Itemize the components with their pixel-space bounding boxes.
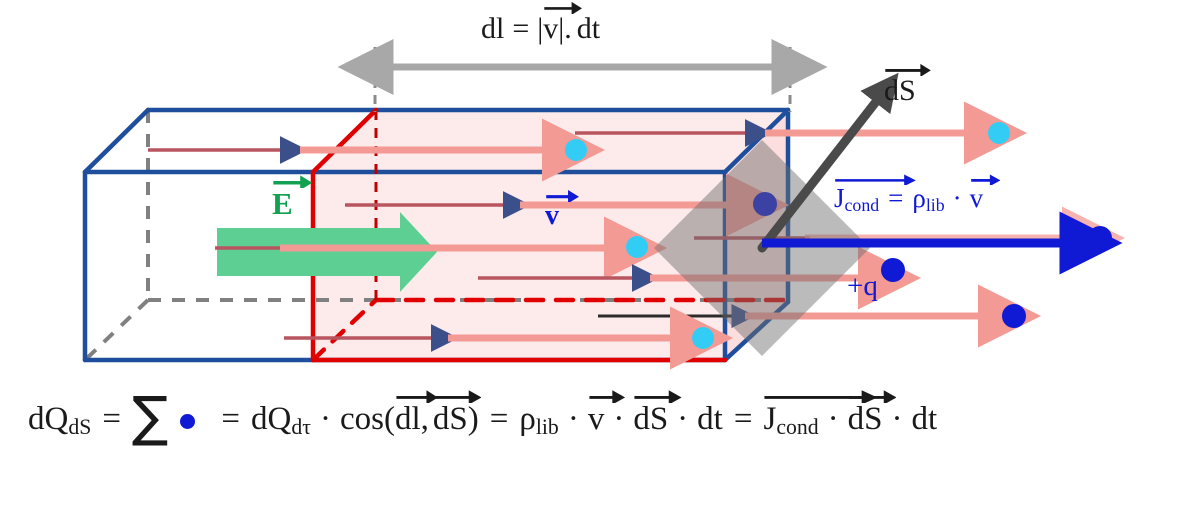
vector-arrow-icon bbox=[634, 390, 682, 403]
j-equals: = bbox=[888, 183, 904, 213]
dl-dot: . bbox=[564, 12, 572, 45]
vector-arrow-icon bbox=[970, 174, 1001, 185]
eq-j: J bbox=[763, 401, 777, 437]
vector-arrow-icon bbox=[589, 390, 625, 403]
velocity-label: v bbox=[545, 190, 579, 231]
eq-dS3: dS bbox=[847, 401, 883, 437]
j-base: J bbox=[834, 183, 845, 213]
eq-dQ: dQ bbox=[28, 401, 69, 437]
eq-cdot-1: · bbox=[319, 401, 331, 437]
dl-v: v bbox=[543, 12, 559, 45]
e-field-label: E bbox=[272, 175, 313, 221]
eq-j-sub: cond bbox=[776, 414, 819, 439]
vector-arrow-icon bbox=[546, 190, 579, 202]
charge-dot-icon bbox=[180, 413, 196, 429]
ds-base: dS bbox=[884, 74, 916, 107]
dl-lhs: dl bbox=[481, 12, 505, 45]
charge-label: +q bbox=[847, 270, 878, 302]
eq-equals-1: = bbox=[102, 401, 121, 437]
vector-arrow-icon bbox=[544, 2, 583, 14]
eq-cdot-2: · bbox=[567, 401, 579, 437]
j-cdot: · bbox=[952, 183, 962, 213]
eq-equals-4: = bbox=[733, 401, 753, 437]
eq-dS-vector-2: dS bbox=[633, 390, 682, 437]
eq-comma: , bbox=[420, 401, 429, 437]
dl-equals: = bbox=[512, 12, 530, 45]
e-base: E bbox=[272, 186, 293, 221]
eq-dS-vector-1: dS bbox=[432, 390, 482, 437]
eq-cdot-6: · bbox=[891, 401, 903, 437]
eq-cos: cos( bbox=[339, 401, 395, 437]
dl-abs-open: | bbox=[537, 12, 544, 45]
eq-dl-vector: dl bbox=[394, 390, 438, 437]
eq-j-cond-vector: Jcond bbox=[763, 390, 878, 439]
ds-normal-arrow bbox=[757, 72, 899, 253]
e-vector: E bbox=[272, 175, 313, 221]
eq-dt: dt bbox=[697, 401, 723, 437]
rho-subscript: lib bbox=[925, 194, 945, 215]
j-v: v bbox=[969, 183, 984, 213]
eq-dQ2-sub: dτ bbox=[291, 414, 311, 439]
dl-abs-close: | bbox=[558, 12, 565, 45]
rho-symbol: ρ bbox=[912, 183, 926, 213]
eq-v: v bbox=[587, 401, 605, 437]
dl-v-vector: v bbox=[543, 2, 583, 45]
v-base: v bbox=[545, 200, 559, 231]
dl-dimension bbox=[337, 39, 828, 112]
eq-cdot-3: · bbox=[613, 401, 625, 437]
j-subscript: cond bbox=[844, 194, 880, 215]
dl-dimension-label: dl = |v |. dt bbox=[481, 2, 601, 45]
eq-cdot-5: · bbox=[827, 401, 839, 437]
eq-dQ2: dQ bbox=[250, 401, 292, 437]
j-v-vector: v bbox=[969, 174, 1001, 213]
eq-dS2: dS bbox=[633, 401, 669, 437]
eq-v-vector: v bbox=[587, 390, 625, 437]
eq-rho-sub: lib bbox=[535, 414, 559, 439]
vector-arrow-icon bbox=[835, 174, 916, 185]
ds-vector: dS bbox=[884, 64, 931, 107]
eq-paren: ) bbox=[467, 401, 479, 437]
vector-arrow-icon bbox=[434, 390, 482, 403]
j-cond-vector-symbol: Jcond bbox=[834, 174, 916, 215]
eq-cdot-4: · bbox=[677, 401, 689, 437]
flux-equation: dQdS = ∑ = dQdτ · cos(dl, dS) = ρlib · v · dS · dt = Jcon… bbox=[28, 385, 938, 448]
eq-equals-2: = bbox=[221, 401, 240, 437]
e-field-arrow bbox=[217, 212, 437, 292]
ds-vector-label: dS bbox=[884, 64, 931, 107]
summation-symbol: ∑ bbox=[131, 385, 169, 448]
dl-dt: dt bbox=[576, 12, 601, 45]
eq-dl: dl bbox=[394, 401, 421, 437]
eq-dQ-sub: dS bbox=[68, 414, 92, 439]
eq-equals-3: = bbox=[489, 401, 509, 437]
eq-dS: dS bbox=[432, 401, 468, 437]
vector-arrow-icon bbox=[849, 390, 897, 403]
vector-arrow-icon bbox=[885, 64, 931, 76]
eq-dt2: dt bbox=[911, 401, 938, 437]
vector-arrow-icon bbox=[273, 175, 313, 188]
current-density-label: Jcond = ρlib · v bbox=[834, 174, 1001, 215]
v-vector: v bbox=[545, 190, 579, 231]
eq-dS-vector-3: dS bbox=[847, 390, 897, 437]
vector-arrow-icon bbox=[396, 390, 438, 403]
charge-flow-rows bbox=[148, 101, 1125, 370]
eq-rho: ρ bbox=[519, 401, 536, 437]
